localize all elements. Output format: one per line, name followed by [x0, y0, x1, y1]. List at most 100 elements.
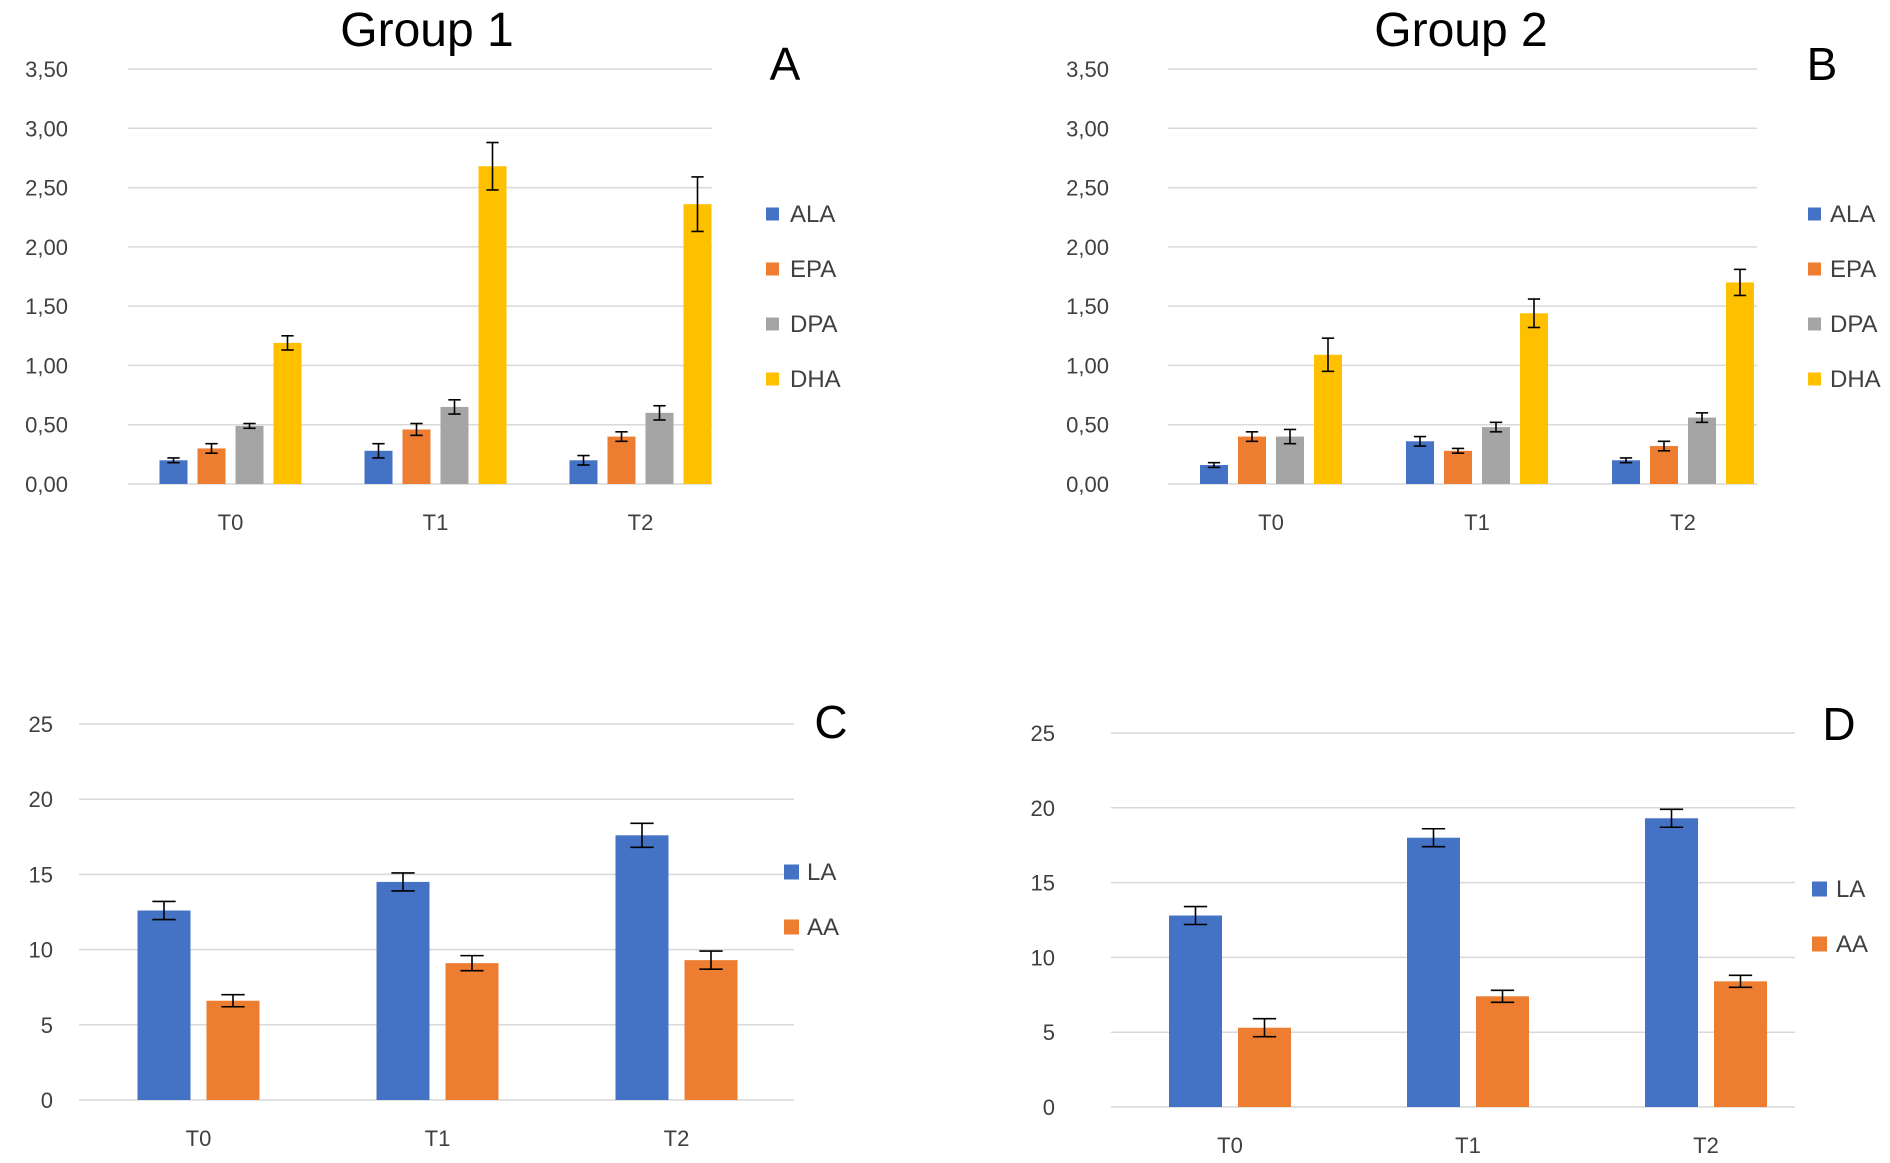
bar-ala-t0	[159, 460, 188, 484]
chart-title: Group 1	[340, 4, 513, 57]
legend-label-aa: AA	[1836, 931, 1868, 958]
legend-swatch-dha	[766, 372, 779, 386]
y-tick-label: 2,50	[1066, 176, 1109, 201]
legend-label-dha: DHA	[1830, 366, 1881, 393]
chart-title: Group 2	[1374, 4, 1547, 57]
legend-label-ala: ALA	[1830, 201, 1875, 228]
bar-epa-t1	[1444, 450, 1472, 484]
bar-epa-t2	[607, 436, 636, 484]
legend-swatch-epa	[1808, 262, 1821, 276]
legend-swatch-dha	[1808, 372, 1821, 386]
y-tick-label: 5	[41, 1013, 53, 1038]
legend-swatch-aa	[784, 919, 799, 935]
bar-dpa-t1	[1482, 427, 1510, 484]
y-tick-label: 20	[1031, 796, 1055, 821]
bar-dpa-t0	[235, 425, 264, 484]
x-tick-label: T1	[423, 510, 449, 535]
chart-panel-c: 0 5 10 15 20 25 T0 T1 T2 LA AA C	[29, 696, 848, 1151]
y-tick-label: 10	[29, 938, 53, 963]
y-tick-label: 0,00	[1066, 472, 1109, 497]
y-tick-label: 0,50	[25, 413, 68, 438]
bar-dpa-t1	[440, 406, 469, 484]
x-tick-label: T0	[1258, 510, 1284, 535]
y-tick-label: 0,50	[1066, 413, 1109, 438]
panel-label: C	[814, 696, 847, 748]
legend-label-epa: EPA	[1830, 256, 1876, 283]
x-tick-label: T2	[628, 510, 654, 535]
y-tick-label: 0	[1043, 1095, 1055, 1120]
legend-swatch-dpa	[1808, 317, 1821, 331]
bar-la-t2	[1645, 818, 1698, 1107]
x-tick-label: T1	[425, 1126, 451, 1151]
legend-swatch-la	[784, 864, 799, 880]
bar-dha-t0	[1314, 354, 1342, 484]
y-tick-label: 15	[29, 862, 53, 887]
x-tick-label: T0	[186, 1126, 212, 1151]
bar-dha-t2	[1726, 282, 1754, 484]
bar-ala-t1	[1406, 441, 1434, 484]
legend-swatch-aa	[1812, 936, 1827, 952]
bar-la-t1	[1407, 837, 1460, 1107]
bar-aa-t2	[684, 960, 738, 1100]
bar-ala-t2	[1612, 460, 1640, 484]
chart-panel-a: 0,00 0,50 1,00 1,50 2,00 2,50 3,00 3,50 T0 T1 T2 AL…	[25, 4, 841, 535]
y-tick-label: 1,50	[1066, 294, 1109, 319]
y-tick-label: 25	[1031, 721, 1055, 746]
bar-aa-t0	[1238, 1027, 1291, 1107]
bar-aa-t1	[445, 963, 499, 1100]
y-tick-label: 1,00	[25, 353, 68, 378]
x-tick-label: T2	[1693, 1133, 1719, 1158]
bar-la-t2	[615, 835, 669, 1100]
legend-swatch-dpa	[766, 317, 779, 331]
chart-panel-d: 0 5 10 15 20 25 T0 T1 T2 LA AA D	[1031, 698, 1869, 1158]
panel-label: D	[1822, 698, 1855, 750]
bar-aa-t1	[1476, 996, 1529, 1107]
legend-label-aa: AA	[807, 914, 839, 941]
legend-label-dha: DHA	[790, 366, 841, 393]
x-tick-label: T0	[1217, 1133, 1243, 1158]
legend-swatch-epa	[766, 262, 779, 276]
bar-ala-t2	[569, 460, 598, 484]
bar-dpa-t2	[645, 412, 674, 484]
legend-label-ala: ALA	[790, 201, 835, 228]
bar-la-t1	[376, 881, 430, 1100]
y-tick-label: 3,00	[1066, 116, 1109, 141]
legend-label-dpa: DPA	[790, 311, 838, 338]
y-tick-label: 2,50	[25, 176, 68, 201]
y-tick-label: 0	[41, 1088, 53, 1113]
bar-la-t0	[137, 910, 191, 1100]
legend-label-la: LA	[1836, 876, 1865, 903]
bar-aa-t0	[206, 1000, 260, 1100]
y-tick-label: 10	[1031, 945, 1055, 970]
bar-epa-t0	[1238, 436, 1266, 484]
bar-epa-t2	[1650, 446, 1678, 484]
bar-aa-t2	[1714, 981, 1767, 1107]
y-tick-label: 2,00	[1066, 235, 1109, 260]
y-tick-label: 1,50	[25, 294, 68, 319]
y-tick-label: 25	[29, 712, 53, 737]
x-tick-label: T0	[218, 510, 244, 535]
bar-la-t0	[1169, 915, 1222, 1107]
y-tick-label: 0,00	[25, 472, 68, 497]
bar-dha-t2	[683, 204, 712, 484]
y-tick-label: 3,00	[25, 116, 68, 141]
x-tick-label: T2	[664, 1126, 690, 1151]
chart-panel-b: 0,00 0,50 1,00 1,50 2,00 2,50 3,00 3,50 T0 T1 T2 AL…	[1066, 4, 1881, 535]
legend-label-epa: EPA	[790, 256, 836, 283]
bar-epa-t0	[197, 448, 226, 484]
x-tick-label: T1	[1464, 510, 1490, 535]
x-tick-label: T1	[1455, 1133, 1481, 1158]
bar-dha-t0	[273, 342, 302, 484]
y-tick-label: 15	[1031, 871, 1055, 896]
y-tick-label: 20	[29, 787, 53, 812]
bar-dha-t1	[478, 166, 507, 484]
legend-swatch-la	[1812, 881, 1827, 897]
legend-label-la: LA	[807, 859, 836, 886]
y-tick-label: 3,50	[25, 57, 68, 82]
y-tick-label: 1,00	[1066, 353, 1109, 378]
panel-label: A	[770, 38, 801, 90]
y-tick-label: 2,00	[25, 235, 68, 260]
legend-label-dpa: DPA	[1830, 311, 1878, 338]
x-tick-label: T2	[1670, 510, 1696, 535]
